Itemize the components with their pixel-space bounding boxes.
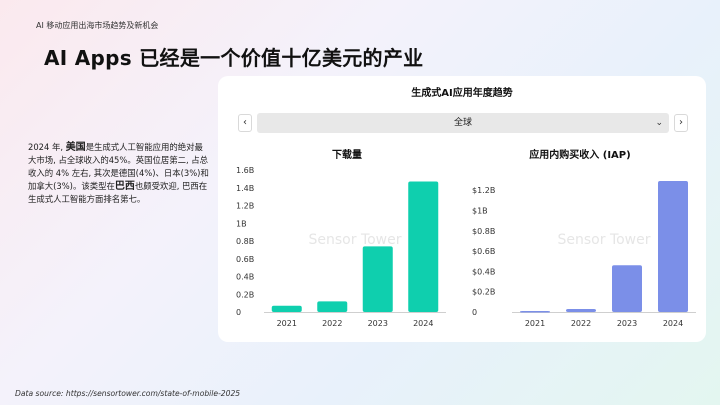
x-tick-label: 2021 <box>277 319 297 328</box>
x-tick-label: 2024 <box>413 319 433 328</box>
region-select[interactable]: 全球 ⌄ <box>257 113 669 133</box>
bar-2021[interactable] <box>520 310 550 313</box>
x-tick-label: 2022 <box>322 319 342 328</box>
description-part1: 2024 年, <box>28 142 64 152</box>
y-tick-label: 0.8B <box>236 237 254 246</box>
header-tag: AI 移动应用出海市场趋势及新机会 <box>36 21 159 30</box>
y-tick-label: 1.6B <box>236 166 254 175</box>
description: 2024 年, 美国是生成式人工智能应用的绝对最大市场, 占全球收入的45%。英… <box>28 141 210 206</box>
chart-card: 生成式AI应用年度趋势 ‹ 全球 ⌄ › 下载量 应用内购买收入 (IAP) S… <box>218 76 706 342</box>
bar-2023[interactable] <box>362 246 393 312</box>
y-tick-label: 0.4B <box>236 273 254 282</box>
iap-chart: Sensor Tower 0 $0.2B $0.4B $0.6B $0.8B $1B $1.2… <box>472 181 696 328</box>
y-tick-label: 1B <box>236 219 247 228</box>
x-tick-label: 2023 <box>368 319 388 328</box>
y-tick-label: 0 <box>472 308 477 317</box>
watermark-text: Sensor Tower <box>309 232 402 248</box>
y-tick-label: $0.8B <box>472 227 495 236</box>
downloads-chart-title: 下载量 <box>332 150 362 161</box>
region-select-value: 全球 <box>453 118 472 128</box>
description-highlight-usa: 美国 <box>65 142 86 153</box>
y-tick-label: $1.2B <box>472 186 495 195</box>
prev-arrow-button[interactable]: ‹ <box>238 114 252 132</box>
description-part2: 是生成式人工智能应用的绝对最大市场, 占全球收入的45%。英国位居第二, 占总收… <box>28 142 209 191</box>
y-tick-label: 0.6B <box>236 255 254 264</box>
y-tick-label: $0.4B <box>472 267 495 276</box>
y-tick-label: $0.2B <box>472 288 495 297</box>
x-tick-label: 2022 <box>571 319 591 328</box>
x-tick-label: 2023 <box>617 319 637 328</box>
y-tick-label: $0.6B <box>472 247 495 256</box>
y-tick-label: $1B <box>472 206 488 215</box>
watermark-text: Sensor Tower <box>558 232 651 248</box>
y-tick-label: 0.2B <box>236 290 254 299</box>
y-tick-label: 1.4B <box>236 184 254 193</box>
bar-2024[interactable] <box>658 181 688 312</box>
y-tick-label: 0 <box>236 308 241 317</box>
bar-2023[interactable] <box>612 265 642 312</box>
page-title: AI Apps 已经是一个价值十亿美元的产业 <box>44 46 424 70</box>
downloads-chart: Sensor Tower 0 0.2B 0.4B 0.6B 0.8B 1B 1.2B 1.4B 1… <box>236 166 446 328</box>
description-part3: 也颇受欢迎, 巴西在生成式人工智能方面排名第七。 <box>28 181 208 204</box>
iap-chart-title: 应用内购买收入 (IAP) <box>529 150 631 161</box>
bar-2022[interactable] <box>317 301 348 312</box>
description-highlight-brazil: 巴西 <box>114 181 135 192</box>
chevron-down-icon: ⌄ <box>655 118 663 128</box>
bar-2021[interactable] <box>271 305 302 312</box>
y-tick-label: 1.2B <box>236 202 254 211</box>
x-tick-label: 2021 <box>525 319 545 328</box>
data-source-footer: Data source: https://sensortower.com/sta… <box>15 389 241 398</box>
bar-2022[interactable] <box>566 308 596 312</box>
x-tick-label: 2024 <box>663 319 683 328</box>
next-arrow-button[interactable]: › <box>674 114 688 132</box>
card-title: 生成式AI应用年度趋势 <box>411 88 513 99</box>
bar-2024[interactable] <box>408 181 439 312</box>
